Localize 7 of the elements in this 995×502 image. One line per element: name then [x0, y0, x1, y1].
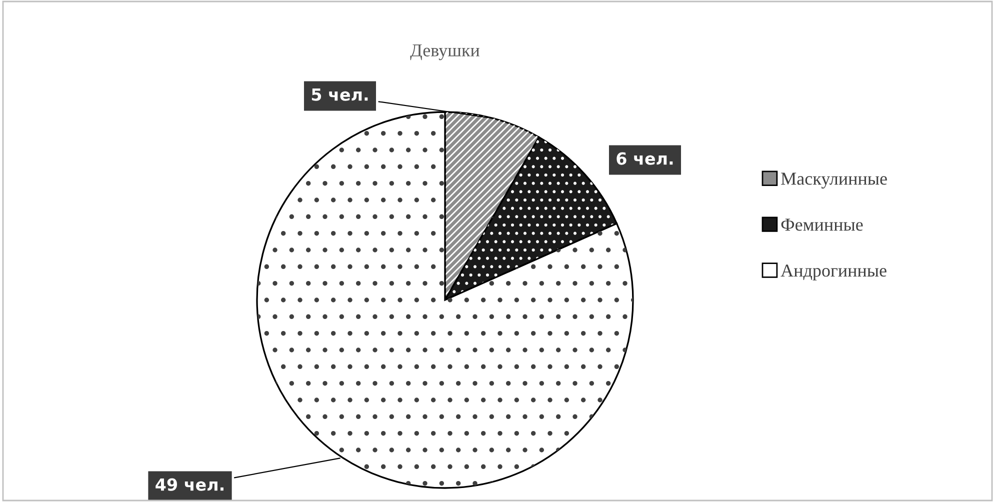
data-label: 6 чел. [616, 152, 673, 165]
data-label: 49 чел. [156, 478, 224, 491]
chart-title: Девушки [410, 44, 480, 60]
legend-label: Феминные [781, 218, 863, 231]
legend-label: Маскулинные [781, 172, 887, 189]
data-label: 5 чел. [312, 88, 368, 101]
legend-label: Андрогинные [780, 264, 886, 280]
